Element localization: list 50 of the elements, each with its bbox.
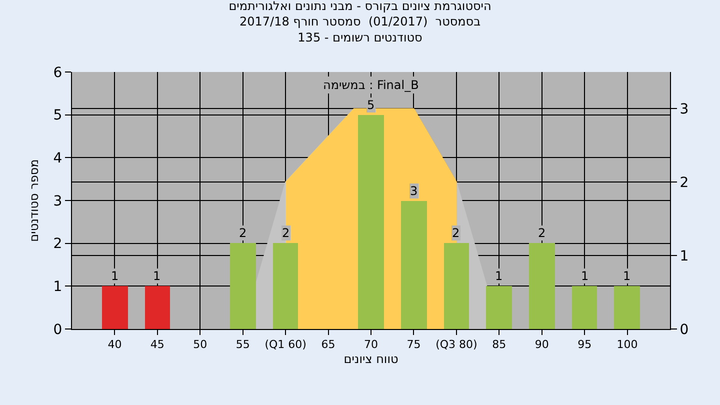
data-label: 2 bbox=[538, 226, 546, 240]
bar bbox=[486, 286, 512, 329]
y-tick-label: 1 bbox=[53, 279, 62, 296]
y-tick-label: 6 bbox=[53, 64, 62, 81]
bar bbox=[614, 286, 640, 329]
x-tick-label: 55 bbox=[236, 338, 250, 352]
bar bbox=[273, 243, 298, 329]
bar bbox=[145, 286, 170, 329]
y2-tick-label: 2 bbox=[680, 175, 689, 192]
y2-tick-label: 1 bbox=[680, 248, 689, 264]
bar bbox=[230, 243, 256, 329]
bar bbox=[444, 243, 469, 329]
x-axis-title: טווח ציונים bbox=[344, 352, 398, 366]
x-tick-label: 95 bbox=[578, 338, 592, 352]
data-label: 1 bbox=[581, 269, 589, 283]
x-tick-label: 40 bbox=[108, 338, 122, 352]
x-tick-label: 100 bbox=[616, 338, 638, 352]
x-tick-label: 65 bbox=[321, 338, 336, 352]
x-tick-label: (Q3 80) bbox=[436, 338, 478, 352]
bar bbox=[572, 286, 597, 329]
data-label: 3 bbox=[410, 184, 418, 198]
data-label: 5 bbox=[367, 98, 375, 112]
chart-title: היסטוגרמת ציונים בקורס - מבני נתונים ואלגוריתמים בסמסטר (01/2017) סמסטר חורף 2017/18 סטודנטים רשומים - 135 bbox=[228, 0, 492, 44]
annotation: במשימה : Final_B bbox=[323, 78, 419, 92]
bar bbox=[102, 286, 128, 329]
x-tick-label: 45 bbox=[150, 338, 164, 352]
bar bbox=[529, 243, 555, 329]
y-tick-label: 4 bbox=[53, 150, 62, 167]
data-label: 1 bbox=[111, 269, 119, 283]
y-tick-label: 5 bbox=[53, 108, 62, 124]
x-tick-label: 75 bbox=[406, 338, 421, 352]
bar bbox=[358, 115, 384, 329]
x-tick-label: 70 bbox=[364, 338, 378, 352]
data-label: 1 bbox=[623, 269, 631, 283]
x-tick-label: 50 bbox=[193, 338, 208, 352]
data-label: 2 bbox=[452, 226, 460, 240]
y-tick-label: 2 bbox=[53, 236, 62, 252]
y-tick-label: 0 bbox=[53, 322, 62, 338]
bar bbox=[401, 201, 427, 329]
data-label: 1 bbox=[153, 269, 161, 283]
data-label: 2 bbox=[239, 226, 247, 240]
data-label: 1 bbox=[495, 269, 503, 283]
x-tick-label: 90 bbox=[534, 338, 549, 352]
x-tick-label: (Q1 60) bbox=[264, 338, 306, 352]
x-tick-label: 85 bbox=[492, 338, 506, 352]
y2-tick-label: 0 bbox=[680, 322, 689, 338]
y-tick-label: 3 bbox=[53, 193, 62, 210]
data-label: 2 bbox=[282, 226, 290, 240]
y2-tick-label: 3 bbox=[680, 102, 689, 118]
y-axis-title: מספר סטודנטים bbox=[27, 159, 41, 242]
